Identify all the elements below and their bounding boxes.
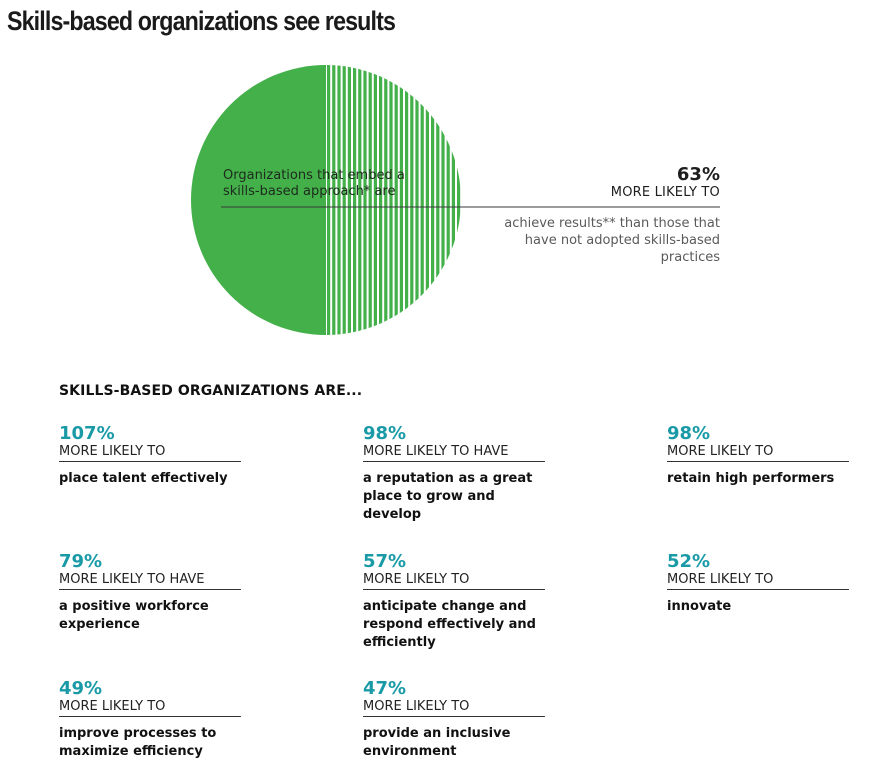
- pie-stripe: [415, 65, 419, 335]
- pie-stripe: [373, 65, 377, 335]
- stat-subhead: MORE LIKELY TO HAVE: [59, 572, 241, 590]
- pie-stripe: [394, 65, 398, 335]
- stat-subhead: MORE LIKELY TO: [363, 699, 545, 717]
- stat-percent: 98%: [667, 423, 711, 444]
- stat-description: a positive workforce experience: [59, 599, 209, 632]
- stat-description: a reputation as a great place to grow an…: [363, 471, 533, 522]
- pie-stripe: [410, 65, 414, 335]
- pie-stripe: [347, 65, 351, 335]
- pie-stripe: [379, 65, 383, 335]
- stat-description: place talent effectively: [59, 471, 228, 486]
- stat-card: 79% MORE LIKELY TO HAVE a positive workf…: [59, 552, 245, 634]
- pie-stripe: [332, 65, 336, 335]
- hero-percent: 63%: [676, 164, 720, 185]
- stat-subhead: MORE LIKELY TO: [667, 572, 849, 590]
- pie-stripe: [384, 65, 388, 335]
- pie-stripe: [389, 65, 393, 335]
- stat-percent: 49%: [59, 678, 103, 699]
- pie-stripe: [399, 65, 403, 335]
- pie-stripe: [368, 65, 372, 335]
- stat-percent: 52%: [667, 551, 711, 572]
- stat-subhead: MORE LIKELY TO: [59, 444, 241, 462]
- stat-description: provide an inclusive environment: [363, 726, 511, 759]
- stat-card: 49% MORE LIKELY TO improve processes to …: [59, 679, 245, 761]
- stat-percent: 98%: [363, 423, 407, 444]
- stat-subhead: MORE LIKELY TO: [363, 572, 545, 590]
- pie-stripe: [342, 65, 346, 335]
- stat-description: innovate: [667, 599, 732, 614]
- stat-description: retain high performers: [667, 471, 835, 486]
- pie-stripe: [451, 65, 455, 335]
- pie-stripe: [327, 65, 331, 335]
- stat-percent: 57%: [363, 551, 407, 572]
- pie-stripe: [337, 65, 341, 335]
- pie-slice-striped: [327, 65, 461, 335]
- hero-left-text: Organizations that embed a skills-based …: [223, 168, 405, 199]
- pie-stripe: [436, 65, 440, 335]
- stat-card: 107% MORE LIKELY TO place talent effecti…: [59, 424, 245, 488]
- stat-card: 98% MORE LIKELY TO retain high performer…: [667, 424, 853, 488]
- stat-card: 52% MORE LIKELY TO innovate: [667, 552, 853, 616]
- pie-stripe: [353, 65, 357, 335]
- pie-stripe: [441, 65, 445, 335]
- stat-subhead: MORE LIKELY TO HAVE: [363, 444, 545, 462]
- pie-slice-solid: [191, 65, 326, 335]
- hero-description: achieve results** than those that have n…: [504, 216, 720, 265]
- stat-percent: 47%: [363, 678, 407, 699]
- stat-subhead: MORE LIKELY TO: [59, 699, 241, 717]
- pie-stripe: [358, 65, 362, 335]
- stat-card: 98% MORE LIKELY TO HAVE a reputation as …: [363, 424, 549, 524]
- stat-description: anticipate change and respond effectivel…: [363, 599, 536, 650]
- pie-stripe: [405, 65, 409, 335]
- pie-stripe: [363, 65, 367, 335]
- stat-percent: 79%: [59, 551, 103, 572]
- hero-pie-chart: [191, 65, 720, 335]
- section-heading: SKILLS-BASED ORGANIZATIONS ARE...: [59, 383, 363, 399]
- stat-card: 57% MORE LIKELY TO anticipate change and…: [363, 552, 549, 652]
- stat-percent: 107%: [59, 423, 115, 444]
- pie-stripe: [457, 65, 461, 335]
- pie-stripe: [431, 65, 435, 335]
- pie-stripe: [420, 65, 424, 335]
- hero-subhead: MORE LIKELY TO: [610, 185, 720, 200]
- pie-stripe: [446, 65, 450, 335]
- pie-stripe: [425, 65, 429, 335]
- page-title: Skills-based organizations see results: [7, 6, 396, 36]
- stat-description: improve processes to maximize efficiency: [59, 726, 217, 759]
- stat-card: 47% MORE LIKELY TO provide an inclusive …: [363, 679, 549, 761]
- stat-subhead: MORE LIKELY TO: [667, 444, 849, 462]
